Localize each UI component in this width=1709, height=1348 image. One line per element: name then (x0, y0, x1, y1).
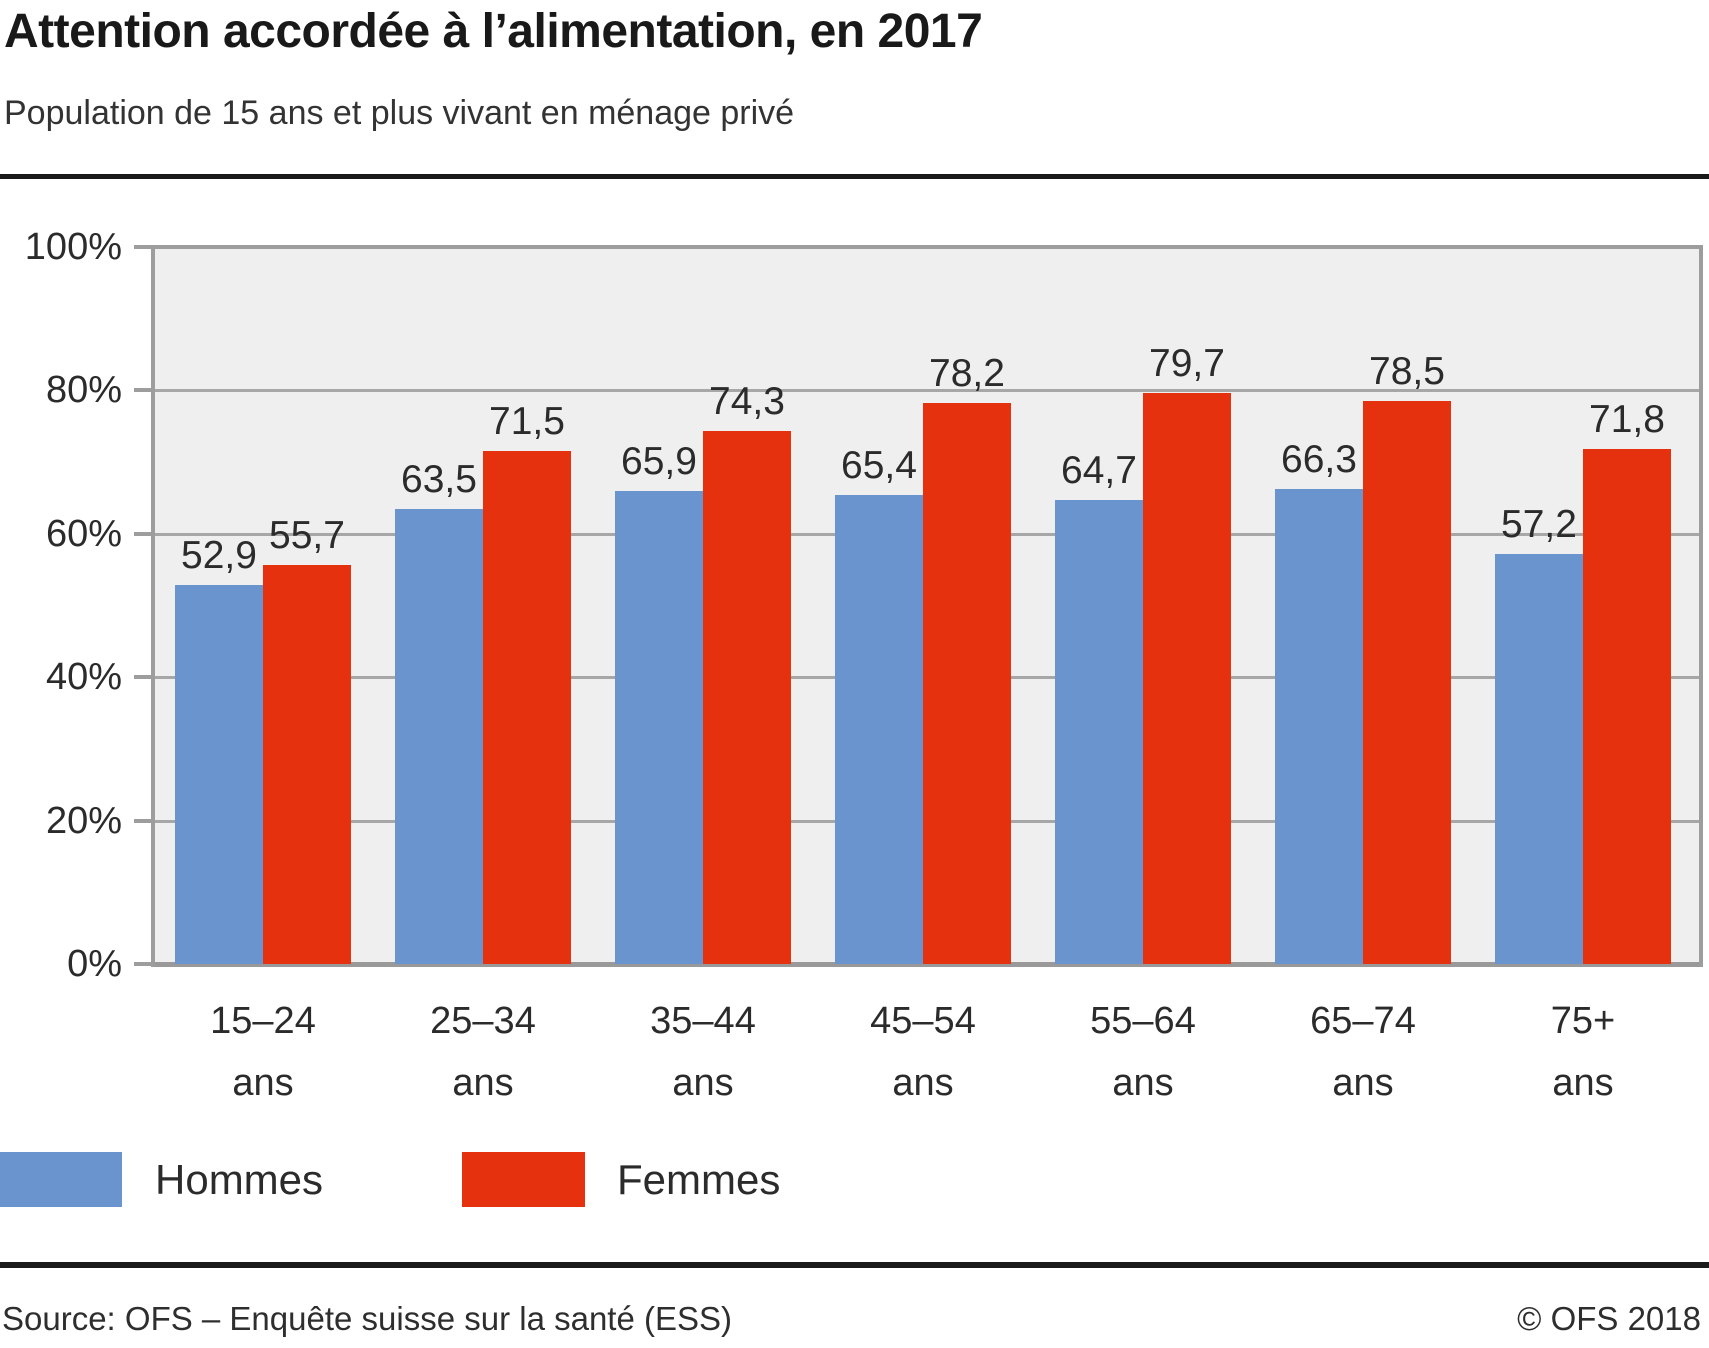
bar-femmes-15-24 (263, 564, 351, 964)
x-axis-label-15-24: 15–24 ans (210, 1000, 316, 1104)
y-axis-tick-0 (134, 962, 151, 966)
bar-femmes-35-44 (703, 431, 791, 964)
y-axis-tick-100 (134, 245, 151, 249)
value-label-femmes-35-44: 74,3 (709, 380, 785, 424)
x-axis-label-45-54: 45–54 ans (870, 1000, 976, 1104)
bar-femmes-65-74 (1363, 401, 1451, 964)
bar-femmes-75+ (1583, 449, 1671, 964)
bar-hommes-75+ (1495, 553, 1583, 964)
value-label-femmes-55-64: 79,7 (1149, 341, 1225, 385)
bar-femmes-55-64 (1143, 392, 1231, 964)
page-subtitle: Population de 15 ans et plus vivant en m… (4, 94, 795, 132)
x-axis-baseline (151, 962, 1703, 967)
legend-label-hommes: Hommes (155, 1156, 324, 1203)
x-axis-label-55-64: 55–64 ans (1090, 1000, 1196, 1104)
value-label-femmes-25-34: 71,5 (489, 400, 565, 444)
y-axis-tick-20 (134, 818, 151, 823)
y-axis-label-40: 40% (45, 656, 122, 699)
bar-hommes-55-64 (1055, 500, 1143, 964)
bar-femmes-45-54 (923, 403, 1011, 964)
bar-femmes-25-34 (483, 451, 571, 964)
gridline-80 (153, 389, 1701, 393)
footer-divider (0, 1262, 1709, 1268)
value-label-hommes-55-64: 64,7 (1061, 449, 1137, 493)
y-axis-line (151, 245, 155, 967)
y-axis-tick-80 (134, 388, 151, 393)
bar-hommes-35-44 (615, 491, 703, 964)
y-axis-label-80: 80% (45, 369, 122, 412)
bar-hommes-25-34 (395, 508, 483, 964)
value-label-hommes-65-74: 66,3 (1281, 437, 1357, 481)
header-divider (0, 174, 1709, 179)
legend-swatch-hommes (0, 1152, 122, 1207)
x-axis-label-25-34: 25–34 ans (430, 1000, 536, 1104)
value-label-hommes-45-54: 65,4 (841, 444, 917, 488)
plot-border-top (151, 245, 1703, 249)
source-note: Source: OFS – Enquête suisse sur la sant… (2, 1300, 733, 1337)
bar-hommes-45-54 (835, 495, 923, 964)
copyright-note: © OFS 2018 (1517, 1300, 1701, 1337)
bar-hommes-65-74 (1275, 488, 1363, 964)
legend-label-femmes: Femmes (617, 1156, 781, 1203)
x-axis-label-35-44: 35–44 ans (650, 1000, 756, 1104)
value-label-hommes-75+: 57,2 (1501, 502, 1577, 546)
y-axis-tick-60 (134, 531, 151, 536)
value-label-hommes-15-24: 52,9 (181, 533, 257, 577)
value-label-femmes-45-54: 78,2 (929, 352, 1005, 396)
legend-swatch-femmes (462, 1152, 585, 1207)
x-axis-label-75+: 75+ ans (1550, 1000, 1616, 1104)
value-label-femmes-65-74: 78,5 (1369, 350, 1445, 394)
x-axis-label-65-74: 65–74 ans (1310, 1000, 1416, 1104)
value-label-hommes-35-44: 65,9 (621, 440, 697, 484)
bar-hommes-15-24 (175, 584, 263, 964)
y-axis-label-20: 20% (45, 799, 122, 842)
y-axis-label-100: 100% (24, 226, 122, 268)
y-axis-tick-40 (134, 675, 151, 680)
y-axis-label-0: 0% (67, 943, 122, 985)
value-label-hommes-25-34: 63,5 (401, 457, 477, 501)
page-title: Attention accordée à l’alimentation, en … (4, 5, 983, 58)
plot-border-right (1699, 245, 1703, 967)
y-axis-label-60: 60% (45, 512, 122, 555)
value-label-femmes-75+: 71,8 (1589, 398, 1665, 442)
value-label-femmes-15-24: 55,7 (269, 513, 345, 557)
